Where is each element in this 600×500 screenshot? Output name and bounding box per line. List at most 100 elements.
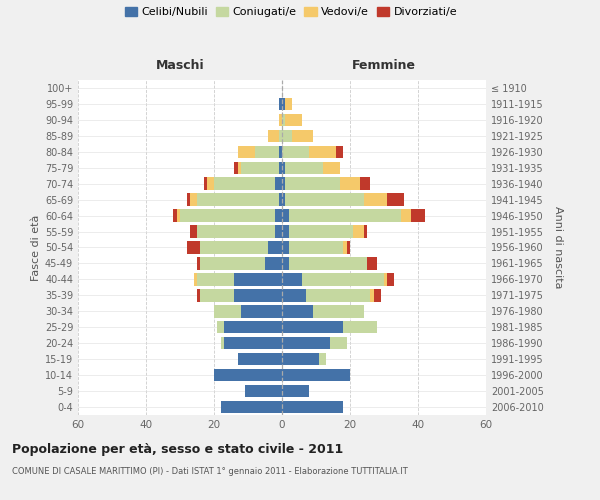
Bar: [282, 353, 319, 366]
Bar: [286, 98, 292, 110]
Bar: [197, 226, 275, 238]
Bar: [282, 289, 306, 302]
Bar: [245, 385, 282, 398]
Bar: [289, 242, 343, 254]
Bar: [204, 178, 207, 190]
Bar: [268, 130, 278, 142]
Bar: [214, 305, 241, 318]
Bar: [282, 162, 286, 174]
Bar: [370, 289, 374, 302]
Bar: [306, 289, 370, 302]
Bar: [384, 273, 388, 285]
Bar: [180, 210, 275, 222]
Bar: [238, 146, 255, 158]
Bar: [197, 273, 235, 285]
Bar: [343, 242, 347, 254]
Text: Popolazione per età, sesso e stato civile - 2011: Popolazione per età, sesso e stato civil…: [12, 442, 343, 456]
Bar: [200, 289, 235, 302]
Bar: [319, 353, 326, 366]
Legend: Celibi/Nubili, Coniugati/e, Vedovi/e, Divorziati/e: Celibi/Nubili, Coniugati/e, Vedovi/e, Di…: [121, 2, 461, 22]
Bar: [411, 210, 425, 222]
Bar: [278, 130, 282, 142]
Bar: [278, 98, 282, 110]
Bar: [265, 257, 282, 270]
Bar: [275, 226, 282, 238]
Bar: [323, 162, 340, 174]
Bar: [214, 369, 282, 382]
Text: COMUNE DI CASALE MARITTIMO (PI) - Dati ISTAT 1° gennaio 2011 - Elaborazione TUTT: COMUNE DI CASALE MARITTIMO (PI) - Dati I…: [12, 468, 408, 476]
Bar: [282, 226, 289, 238]
Bar: [282, 210, 289, 222]
Bar: [217, 321, 224, 334]
Bar: [388, 194, 404, 206]
Bar: [207, 178, 214, 190]
Bar: [289, 257, 367, 270]
Bar: [367, 257, 377, 270]
Text: Femmine: Femmine: [352, 59, 416, 72]
Bar: [343, 321, 377, 334]
Bar: [235, 162, 238, 174]
Bar: [302, 273, 384, 285]
Bar: [190, 226, 197, 238]
Bar: [286, 162, 323, 174]
Bar: [282, 257, 289, 270]
Bar: [268, 242, 282, 254]
Bar: [282, 98, 286, 110]
Bar: [282, 146, 309, 158]
Bar: [337, 146, 343, 158]
Y-axis label: Anni di nascita: Anni di nascita: [553, 206, 563, 288]
Bar: [221, 401, 282, 413]
Bar: [275, 178, 282, 190]
Bar: [235, 289, 282, 302]
Bar: [224, 321, 282, 334]
Bar: [214, 178, 275, 190]
Bar: [286, 178, 340, 190]
Bar: [282, 401, 343, 413]
Bar: [282, 385, 309, 398]
Bar: [353, 226, 364, 238]
Bar: [329, 337, 347, 349]
Bar: [313, 305, 364, 318]
Bar: [194, 273, 197, 285]
Bar: [224, 337, 282, 349]
Bar: [282, 242, 289, 254]
Bar: [374, 289, 380, 302]
Bar: [275, 210, 282, 222]
Bar: [190, 194, 197, 206]
Bar: [364, 194, 388, 206]
Bar: [278, 194, 282, 206]
Bar: [197, 257, 200, 270]
Bar: [255, 146, 278, 158]
Bar: [347, 242, 350, 254]
Bar: [197, 289, 200, 302]
Bar: [282, 369, 350, 382]
Bar: [289, 226, 353, 238]
Bar: [200, 242, 268, 254]
Bar: [238, 353, 282, 366]
Bar: [173, 210, 176, 222]
Bar: [187, 242, 200, 254]
Bar: [388, 273, 394, 285]
Bar: [176, 210, 180, 222]
Bar: [278, 146, 282, 158]
Bar: [286, 194, 364, 206]
Y-axis label: Fasce di età: Fasce di età: [31, 214, 41, 280]
Bar: [309, 146, 337, 158]
Bar: [197, 194, 278, 206]
Bar: [282, 194, 286, 206]
Bar: [360, 178, 370, 190]
Bar: [221, 337, 224, 349]
Bar: [278, 114, 282, 126]
Bar: [282, 178, 286, 190]
Bar: [286, 114, 302, 126]
Bar: [282, 273, 302, 285]
Bar: [238, 162, 241, 174]
Bar: [187, 194, 190, 206]
Bar: [289, 210, 401, 222]
Bar: [241, 162, 278, 174]
Bar: [282, 114, 286, 126]
Bar: [364, 226, 367, 238]
Bar: [340, 178, 360, 190]
Bar: [282, 321, 343, 334]
Bar: [282, 130, 292, 142]
